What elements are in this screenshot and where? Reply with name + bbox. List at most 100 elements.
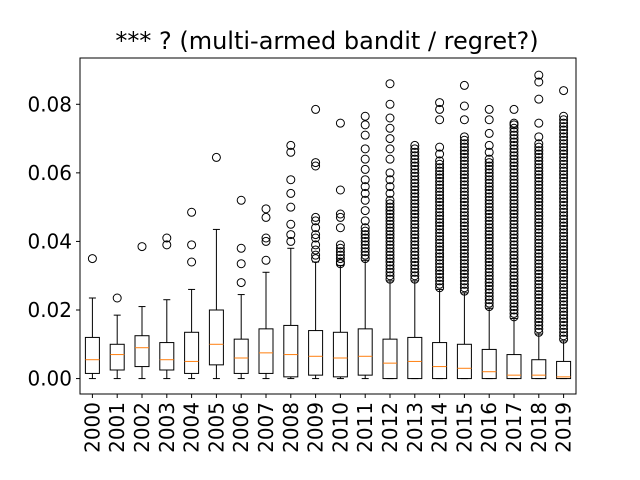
flier-point	[534, 214, 544, 224]
box-group-2004	[184, 207, 200, 380]
flier-point	[385, 257, 395, 267]
flier-point	[484, 271, 494, 281]
flier-point	[509, 168, 519, 178]
flier-point	[509, 295, 519, 305]
flier-point	[509, 195, 519, 205]
flier-point	[484, 288, 494, 298]
flier-point	[559, 259, 569, 269]
iqr-box	[134, 335, 150, 368]
flier-point	[435, 194, 445, 204]
flier-point	[286, 202, 296, 212]
flier-point	[435, 166, 445, 176]
flier-point	[459, 262, 469, 272]
y-tick-label: 0.06	[27, 161, 72, 185]
flier-point	[410, 274, 420, 284]
flier-point	[335, 185, 345, 195]
flier-point	[484, 274, 494, 284]
flier-point	[459, 176, 469, 186]
flier-point	[534, 194, 544, 204]
flier-point	[509, 206, 519, 216]
flier-point	[559, 166, 569, 176]
flier-point	[534, 307, 544, 317]
flier-point	[410, 164, 420, 174]
iqr-box	[531, 359, 547, 380]
flier-point	[559, 204, 569, 214]
box-group-2013	[407, 140, 423, 380]
flier-point	[459, 166, 469, 176]
flier-point	[534, 317, 544, 327]
flier-point	[211, 152, 221, 162]
x-tick-label: 2012	[378, 402, 402, 453]
flier-point	[410, 147, 420, 157]
flier-point	[435, 180, 445, 190]
flier-point	[484, 230, 494, 240]
flier-point	[509, 144, 519, 154]
flier-point	[410, 161, 420, 171]
flier-point	[459, 252, 469, 262]
iqr-box	[208, 309, 224, 366]
iqr-box	[308, 330, 324, 376]
flier-point	[484, 202, 494, 212]
x-tick-label: 2013	[403, 402, 427, 453]
flier-point	[261, 204, 271, 214]
flier-point	[534, 327, 544, 337]
flier-point	[509, 305, 519, 315]
flier-point	[534, 242, 544, 252]
flier-point	[286, 175, 296, 185]
flier-point	[559, 269, 569, 279]
flier-point	[410, 202, 420, 212]
flier-point	[484, 302, 494, 312]
flier-point	[385, 199, 395, 209]
flier-point	[459, 242, 469, 252]
flier-point	[559, 218, 569, 228]
flier-point	[559, 331, 569, 341]
flier-point	[435, 218, 445, 228]
flier-point	[534, 276, 544, 286]
flier-point	[484, 260, 494, 270]
flier-point	[435, 207, 445, 217]
flier-point	[459, 248, 469, 258]
flier-point	[286, 219, 296, 229]
flier-point	[534, 231, 544, 241]
flier-point	[459, 197, 469, 207]
flier-point	[484, 164, 494, 174]
flier-point	[410, 264, 420, 274]
flier-point	[385, 271, 395, 281]
flier-point	[559, 248, 569, 258]
flier-point	[534, 324, 544, 334]
flier-point	[484, 128, 494, 138]
flier-point	[509, 240, 519, 250]
flier-point	[410, 243, 420, 253]
flier-point	[286, 140, 296, 150]
flier-point	[360, 230, 370, 240]
x-tick-label: 2010	[328, 402, 352, 453]
flier-point	[509, 130, 519, 140]
flier-point	[435, 242, 445, 252]
flier-point	[559, 310, 569, 320]
flier-point	[484, 171, 494, 181]
flier-point	[509, 250, 519, 260]
flier-point	[435, 245, 445, 255]
flier-point	[459, 146, 469, 156]
flier-point	[484, 209, 494, 219]
flier-point	[459, 259, 469, 269]
flier-point	[335, 240, 345, 250]
flier-point	[435, 252, 445, 262]
box-group-2018	[531, 70, 547, 380]
flier-point	[459, 194, 469, 204]
flier-point	[410, 168, 420, 178]
flier-point	[509, 118, 519, 128]
flier-point	[385, 223, 395, 233]
flier-point	[484, 178, 494, 188]
flier-point	[459, 235, 469, 245]
x-tick-label: 2006	[229, 402, 253, 453]
flier-point	[509, 199, 519, 209]
flier-point	[435, 248, 445, 258]
flier-point	[435, 183, 445, 193]
flier-point	[484, 254, 494, 264]
flier-point	[559, 163, 569, 173]
flier-point	[435, 142, 445, 152]
flier-point	[410, 195, 420, 205]
y-tick-label: 0.00	[27, 367, 72, 391]
flier-point	[360, 195, 370, 205]
